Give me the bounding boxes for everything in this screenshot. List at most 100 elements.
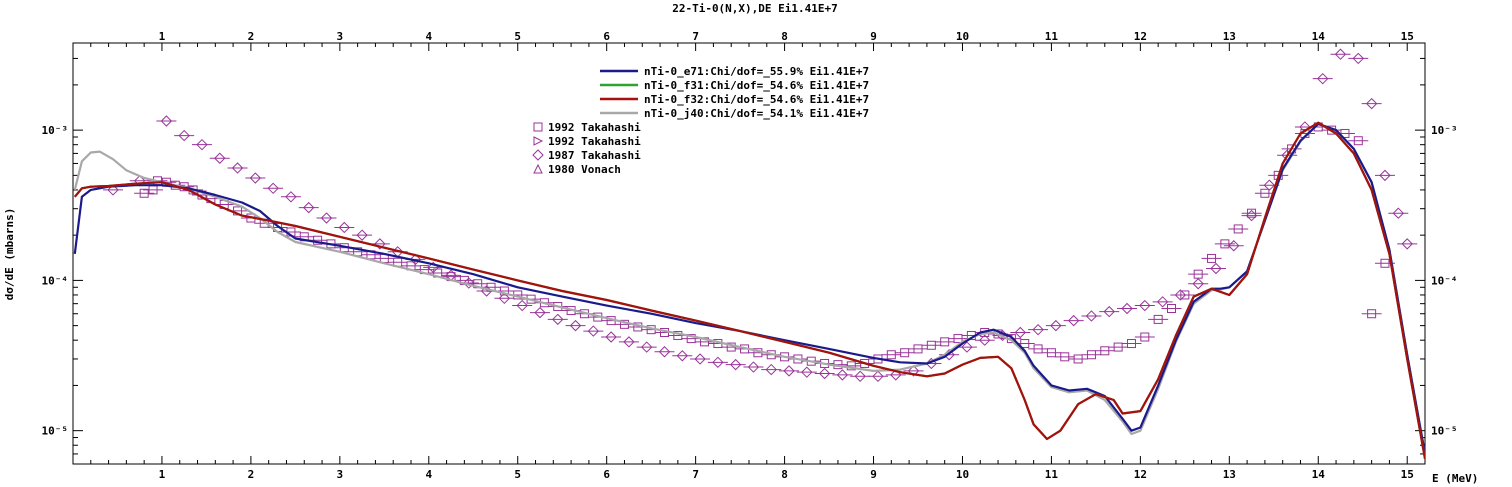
data-point-diamond [676,350,688,362]
data-point-diamond [765,363,777,376]
data-point-diamond [498,292,511,305]
chart-title: 22-Ti-0(N,X),DE Ei1.41E+7 [672,2,838,15]
data-point-diamond [1334,48,1347,60]
data-point-diamond [1317,72,1329,85]
y-tick-label-right: 10⁻³ [1431,124,1458,137]
data-point-diamond [320,212,333,224]
x-tick-label-bottom: 1 [159,468,166,481]
x-tick-label-top: 11 [1045,30,1059,43]
x-tick-label-bottom: 2 [248,468,255,481]
data-point-square [1340,128,1350,138]
series-line [73,122,1425,455]
x-tick-label-bottom: 8 [781,468,788,481]
data-point-square [1113,342,1123,352]
data-point-diamond [1085,310,1098,322]
data-point-diamond [374,238,386,250]
data-point-diamond [1192,278,1204,290]
x-tick-label-top: 7 [692,30,699,43]
x-tick-label-bottom: 9 [870,468,877,481]
x-tick-label-top: 12 [1134,30,1147,43]
data-point-triangle-right [533,136,544,146]
data-point-diamond [1032,323,1044,336]
data-point-diamond [961,341,973,353]
data-point-square [1140,332,1150,342]
x-tick-label-top: 13 [1223,30,1236,43]
data-point-diamond [1174,289,1187,301]
data-point-square [900,348,910,358]
data-point-diamond [249,172,262,184]
data-point-square [1126,339,1136,349]
y-tick-labels: 10⁻⁵ 10⁻⁵ 10⁻⁴ 10⁻⁴ 10⁻³ 10⁻³ [42,124,1458,438]
data-point-diamond [818,367,831,380]
y-axis-label: dσ/dE (mbarns) [3,208,16,301]
x-tick-label-top: 8 [781,30,788,43]
series-line [73,121,1425,459]
data-point-diamond [1245,209,1258,222]
data-point-square [1367,309,1377,319]
x-axis-label: E (MeV) [1432,472,1478,485]
y-tick-label-left: 10⁻⁵ [42,425,69,438]
y-tick-label-left: 10⁻³ [42,124,69,137]
data-point-diamond [569,319,582,332]
x-tick-label-bottom: 15 [1401,468,1414,481]
data-point-square [1260,188,1270,198]
x-tick-label-top: 14 [1312,30,1326,43]
lines-layer [73,121,1425,459]
x-tick-label-bottom: 14 [1312,468,1326,481]
x-tick-label-bottom: 4 [425,468,432,481]
data-point-diamond [1139,299,1151,312]
data-point-diamond [303,201,315,214]
data-point-square [1060,352,1070,362]
x-tick-label-top: 3 [337,30,344,43]
data-point-square [1100,346,1110,356]
data-point-diamond [160,115,173,127]
data-point-square [1020,339,1030,349]
x-tick-label-top: 10 [956,30,969,43]
data-point-square [700,337,710,347]
data-point-diamond [854,370,866,383]
data-point-square [619,319,629,329]
data-point-diamond [338,221,350,234]
y-tick-label-right: 10⁻⁵ [1431,425,1458,438]
data-point-diamond [1392,207,1405,219]
data-point-square [499,286,509,296]
data-point-diamond [747,361,760,373]
x-tick-label-bottom: 3 [337,468,344,481]
data-point-diamond [1401,238,1413,250]
data-point-diamond [836,369,849,381]
data-point-square [1086,350,1096,360]
data-point-square [913,344,923,354]
data-point-square [953,334,963,344]
data-point-square [686,334,696,344]
data-point-square [139,188,149,198]
data-point-diamond [196,138,208,151]
data-point-diamond [1210,262,1222,275]
data-point-diamond [1379,169,1391,182]
data-point-diamond [1050,319,1062,332]
data-point-diamond [623,336,635,348]
data-point-square [1233,224,1243,234]
x-tick-label-top: 2 [248,30,255,43]
x-tick-label-top: 9 [870,30,877,43]
x-tick-label-top: 4 [425,30,432,43]
legend-label: nTi-0_f31:Chi/dof=_54.6% Ei1.41E+7 [644,79,869,92]
legend-label: 1992 Takahashi [548,135,641,148]
legend-label: nTi-0_f32:Chi/dof=_54.6% Ei1.41E+7 [644,93,869,106]
data-point-diamond [605,331,617,343]
data-point-diamond [356,229,368,241]
data-point-diamond [1103,305,1115,318]
data-point-square [846,361,856,371]
x-tick-label-top: 15 [1401,30,1414,43]
data-point-square [1247,208,1257,218]
data-point-diamond [872,370,884,383]
data-point-diamond [214,152,226,164]
data-point-diamond [1228,240,1240,252]
legend-label: nTi-0_e71:Chi/dof=_55.9% Ei1.41E+7 [644,65,869,78]
x-tick-label-top: 1 [159,30,166,43]
x-tick-label-bottom: 13 [1223,468,1236,481]
legend: nTi-0_e71:Chi/dof=_55.9% Ei1.41E+7nTi-0_… [532,65,869,176]
x-tick-label-top: 5 [514,30,521,43]
data-point-square [1033,344,1043,354]
data-point-diamond [1352,52,1364,65]
